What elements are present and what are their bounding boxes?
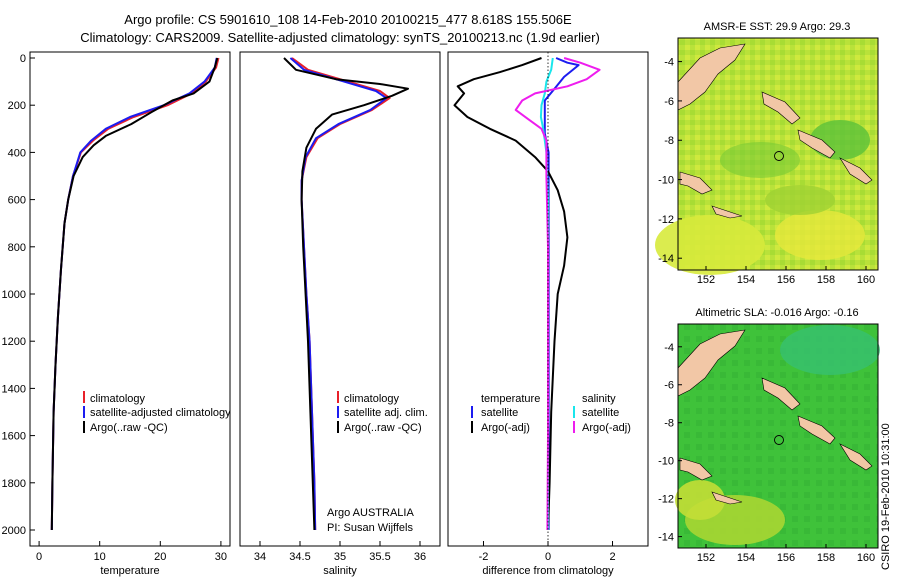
southeast-islands-landmass — [679, 457, 743, 505]
x-tick-label: 36 — [414, 551, 426, 563]
x-tick-label: 20 — [154, 551, 166, 563]
map-x-tick-label: 152 — [697, 274, 715, 286]
y-tick-label: 1600 — [2, 431, 26, 443]
solomon-islands-landmass — [797, 415, 873, 471]
map-x-tick-label: 156 — [777, 552, 795, 564]
map-x-tick-label: 152 — [697, 552, 715, 564]
new-guinea-landmass — [677, 329, 746, 397]
salinity-legend: climatology satellite adj. clim. Argo(..… — [337, 391, 428, 434]
y-tick-label: 1200 — [2, 336, 26, 348]
difference-xlabel: difference from climatology — [482, 565, 614, 577]
map-x-tick-label: 154 — [737, 552, 755, 564]
temperature-plot: 0 10 20 30 0 200 400 600 800 1000 1200 1400 1600 1800… — [2, 53, 228, 563]
map-x-tick-label: 160 — [857, 552, 875, 564]
figure-title-line1: Argo profile: CS 5901610_108 14-Feb-2010… — [124, 12, 572, 27]
difference-legend: temperature satellite Argo(-adj) salinit… — [471, 393, 631, 434]
legend-heading-temperature: temperature — [481, 393, 540, 405]
x-tick-label: 10 — [94, 551, 106, 563]
y-tick-label: 1800 — [2, 478, 26, 490]
southeast-islands-landmass — [679, 171, 743, 219]
map-y-tick-label: -12 — [658, 214, 674, 226]
sst-map-title: AMSR-E SST: 29.9 Argo: 29.3 — [704, 21, 851, 33]
temperature-xlabel: temperature — [100, 565, 159, 577]
map-x-tick-label: 158 — [817, 552, 835, 564]
temperature-legend: climatology satellite-adjusted climatolo… — [83, 391, 231, 434]
map-x-tick-label: 160 — [857, 274, 875, 286]
sst-map — [655, 37, 879, 275]
sla-map-axes: 152 154 156 158 160 -4 -6 -8 -10 -12 -14 — [658, 342, 875, 564]
temperature-panel-frame — [29, 51, 231, 547]
legend-label-climatology: climatology — [344, 393, 400, 405]
series-line-argo-raw-qc — [283, 57, 409, 531]
legend-label-temp-satellite: satellite — [481, 407, 518, 419]
argo-float-marker — [774, 151, 784, 161]
y-tick-label: 400 — [8, 147, 26, 159]
x-tick-label: 0 — [36, 551, 42, 563]
x-tick-label: 34 — [254, 551, 266, 563]
figure-title-line2: Climatology: CARS2009. Satellite-adjuste… — [80, 30, 600, 45]
map-y-tick-label: -8 — [664, 135, 674, 147]
legend-label-sal-argo: Argo(-adj) — [582, 422, 631, 434]
y-tick-label: 0 — [20, 53, 26, 65]
legend-label-argo: Argo(..raw -QC) — [90, 422, 168, 434]
legend-label-satellite-adjusted: satellite-adjusted climatology — [90, 407, 231, 419]
salinity-panel-frame — [239, 51, 441, 547]
y-tick-label: 800 — [8, 242, 26, 254]
map-y-tick-label: -10 — [658, 175, 674, 187]
map-x-tick-label: 154 — [737, 274, 755, 286]
series-line-argo-adj — [453, 57, 569, 531]
map-y-tick-label: -14 — [658, 532, 674, 544]
x-tick-label: -2 — [479, 551, 489, 563]
map-x-tick-label: 158 — [817, 274, 835, 286]
new-britain-landmass — [761, 91, 801, 125]
map-y-tick-label: -6 — [664, 380, 674, 392]
y-tick-label: 200 — [8, 100, 26, 112]
x-tick-label: 0 — [545, 551, 551, 563]
new-guinea-landmass — [677, 43, 746, 111]
y-tick-label: 1400 — [2, 383, 26, 395]
map-y-tick-label: -4 — [664, 342, 674, 354]
legend-label-sal-satellite: satellite — [582, 407, 619, 419]
map-y-tick-label: -4 — [664, 57, 674, 69]
sst-map-axes: 152 154 156 158 160 -4 -6 -8 -10 -12 -14 — [658, 57, 875, 286]
legend-label-argo: Argo(..raw -QC) — [344, 422, 422, 434]
salinity-xlabel: salinity — [323, 565, 357, 577]
map-y-tick-label: -12 — [658, 494, 674, 506]
x-tick-label: 35 — [334, 551, 346, 563]
difference-plot: -2 0 2 — [453, 57, 616, 563]
salinity-plot: 34 34.5 35 35.5 36 — [254, 57, 426, 563]
series-line-satellite-adjusted-climatology — [50, 57, 218, 531]
legend-heading-salinity: salinity — [582, 393, 616, 405]
map-y-tick-label: -14 — [658, 253, 674, 265]
map-y-tick-label: -6 — [664, 96, 674, 108]
new-britain-landmass — [761, 377, 801, 411]
argo-float-marker — [774, 435, 784, 445]
map-y-tick-label: -10 — [658, 456, 674, 468]
pi-label: PI: Susan Wijffels — [327, 522, 413, 534]
legend-label-climatology: climatology — [90, 393, 146, 405]
solomon-islands-landmass — [797, 129, 873, 185]
sla-map-title: Altimetric SLA: -0.016 Argo: -0.16 — [695, 307, 858, 319]
legend-label-satellite-adjusted: satellite adj. clim. — [344, 407, 428, 419]
credit-timestamp: CSIRO 19-Feb-2010 10:31:00 — [880, 423, 892, 570]
sla-map — [675, 323, 880, 549]
y-tick-label: 600 — [8, 195, 26, 207]
series-line-argo-raw-qc — [50, 57, 219, 531]
series-line-climatology — [50, 57, 220, 531]
y-tick-label: 1000 — [2, 289, 26, 301]
x-tick-label: 34.5 — [289, 551, 310, 563]
x-tick-label: 35.5 — [369, 551, 390, 563]
legend-label-temp-argo: Argo(-adj) — [481, 422, 530, 434]
map-x-tick-label: 156 — [777, 274, 795, 286]
x-tick-label: 30 — [215, 551, 227, 563]
y-tick-label: 2000 — [2, 525, 26, 537]
map-y-tick-label: -8 — [664, 418, 674, 430]
x-tick-label: 2 — [609, 551, 615, 563]
float-programme-label: Argo AUSTRALIA — [327, 507, 414, 519]
